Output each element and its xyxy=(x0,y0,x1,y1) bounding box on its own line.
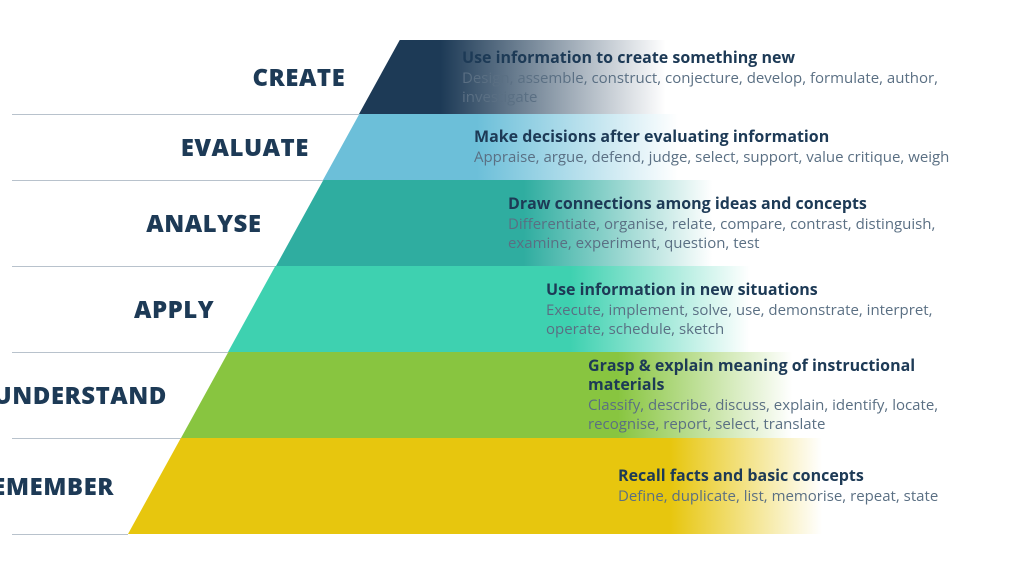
level-row-understand: UNDERSTAND Grasp & explain meaning of ins… xyxy=(0,352,1024,438)
level-verbs: Classify, describe, discuss, explain, id… xyxy=(588,396,990,434)
level-title: Grasp & explain meaning of instructional… xyxy=(588,356,990,394)
level-description: Use information in new situations Execute… xyxy=(530,266,980,352)
level-verbs: Execute, implement, solve, use, demonstr… xyxy=(546,301,960,339)
level-label: APPLY xyxy=(134,293,214,326)
level-row-apply: APPLY Use information in new situations Ex… xyxy=(0,266,1024,352)
level-description: Use information to create something new D… xyxy=(446,40,966,114)
level-label: EVALUATE xyxy=(181,131,309,164)
level-description: Make decisions after evaluating informat… xyxy=(458,114,1000,180)
level-title: Make decisions after evaluating informat… xyxy=(474,127,980,146)
level-verbs: Differentiate, organise, relate, compare… xyxy=(508,215,976,253)
level-label: REMEMBER xyxy=(0,470,114,503)
level-description: Recall facts and basic concepts Define, d… xyxy=(602,438,960,534)
level-title: Use information in new situations xyxy=(546,280,960,299)
level-label: ANALYSE xyxy=(146,207,261,240)
level-title: Use information to create something new xyxy=(462,48,946,67)
level-verbs: Define, duplicate, list, memorise, repea… xyxy=(618,487,940,506)
level-title: Recall facts and basic concepts xyxy=(618,466,940,485)
level-row-remember: REMEMBER Recall facts and basic concepts D… xyxy=(0,438,1024,534)
level-row-analyse: ANALYSE Draw connections among ideas and … xyxy=(0,180,1024,266)
pyramid-diagram: CREATE Use information to create somethin… xyxy=(0,0,1024,572)
level-verbs: Design, assemble, construct, conjecture,… xyxy=(462,69,946,107)
level-description: Grasp & explain meaning of instructional… xyxy=(572,352,1010,438)
level-label: CREATE xyxy=(252,61,345,94)
level-label: UNDERSTAND xyxy=(0,379,167,412)
level-verbs: Appraise, argue, defend, judge, select, … xyxy=(474,148,980,167)
level-description: Draw connections among ideas and concept… xyxy=(492,180,996,266)
level-title: Draw connections among ideas and concept… xyxy=(508,194,976,213)
row-divider xyxy=(12,534,128,535)
level-row-create: CREATE Use information to create somethin… xyxy=(0,40,1024,114)
level-row-evaluate: EVALUATE Make decisions after evaluating … xyxy=(0,114,1024,180)
